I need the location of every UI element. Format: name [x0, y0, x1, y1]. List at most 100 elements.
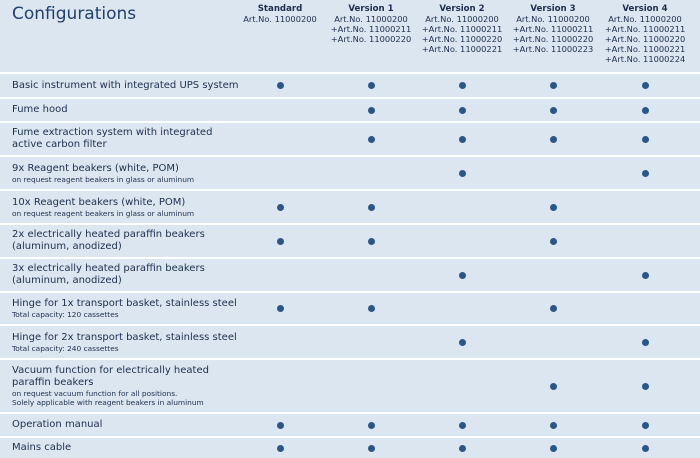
column-header: Version 4 Art.No. 11000200 +Art.No. 110002…: [600, 4, 690, 64]
table-row: Hinge for 1x transport basket, stainless…: [0, 291, 700, 324]
label-note: Total capacity: 240 cassettes: [12, 343, 119, 353]
art-number: Art.No. 11000200: [608, 14, 682, 24]
included-dot: [276, 444, 284, 452]
included-dot: [549, 444, 557, 452]
art-number: +Art.No. 11000224: [604, 54, 686, 64]
included-dot: [549, 305, 557, 312]
table-row: Fume hood: [0, 97, 700, 121]
row-label: 10x Reagent beakers (white, POM) on reque…: [12, 197, 252, 218]
table-row: Operation manual: [0, 412, 700, 436]
art-number: +Art.No. 11000221: [604, 44, 686, 54]
table-row: 3x electrically heated paraffin beakers(…: [0, 257, 700, 291]
included-dot: [458, 444, 466, 452]
included-dot: [641, 106, 649, 114]
label-line: paraffin beakers: [12, 377, 94, 388]
included-dot: [367, 237, 375, 245]
title: Configurations: [12, 4, 137, 24]
row-label: 3x electrically heated paraffin beakers(…: [12, 263, 252, 287]
art-number: +Art.No. 11000220: [330, 34, 412, 44]
label-line: (aluminum, anodized): [12, 241, 122, 252]
table-row: Fume extraction system with integrated ac…: [0, 121, 700, 155]
column-header: Version 3 Art.No. 11000200 +Art.No. 110002…: [508, 4, 598, 54]
included-dot: [458, 421, 466, 429]
included-dot: [641, 338, 649, 346]
included-dot: [367, 82, 375, 89]
label-line: Mains cable: [12, 442, 72, 453]
included-dot: [641, 444, 649, 452]
table-row: 2x electrically heated paraffin beakers(…: [0, 223, 700, 257]
table-row: 9x Reagent beakers (white, POM) on reques…: [0, 155, 700, 189]
included-dot: [276, 305, 284, 312]
row-label: Basic instrument with integrated UPS sys…: [12, 80, 252, 92]
label-line: Fume hood: [12, 104, 68, 115]
column-header: Standard Art.No. 11000200: [235, 4, 325, 24]
row-label: Hinge for 2x transport basket, stainless…: [12, 332, 252, 353]
included-dot: [458, 82, 466, 89]
included-dot: [641, 82, 649, 89]
included-dot: [458, 338, 466, 346]
table-row: Mains cable: [0, 436, 700, 458]
art-number: Art.No. 11000200: [334, 14, 408, 24]
art-number: +Art.No. 11000223: [512, 44, 594, 54]
label-line: Hinge for 1x transport basket, stainless…: [12, 298, 237, 309]
included-dot: [641, 169, 649, 177]
label-line: Operation manual: [12, 419, 103, 430]
included-dot: [641, 382, 649, 390]
label-note: Total capacity: 120 cassettes: [12, 310, 119, 319]
label-line: 10x Reagent beakers (white, POM): [12, 196, 186, 208]
art-number: +Art.No. 11000211: [512, 24, 594, 34]
included-dot: [549, 203, 557, 211]
included-dot: [367, 305, 375, 312]
label-line: Hinge for 2x transport basket, stainless…: [12, 331, 237, 343]
included-dot: [641, 421, 649, 429]
included-dot: [367, 444, 375, 452]
art-number: Art.No. 11000200: [516, 14, 590, 24]
art-number: +Art.No. 11000220: [604, 34, 686, 44]
row-label: 2x electrically heated paraffin beakers(…: [12, 229, 252, 253]
row-label: 9x Reagent beakers (white, POM) on reques…: [12, 163, 252, 184]
included-dot: [549, 82, 557, 89]
label-note: Solely applicable with reagent beakers i…: [12, 398, 204, 407]
included-dot: [641, 135, 649, 143]
column-name: Version 4: [622, 4, 668, 14]
art-number: +Art.No. 11000211: [604, 24, 686, 34]
label-line: Fume extraction system with integrated: [12, 127, 213, 138]
art-number: Art.No. 11000200: [425, 14, 499, 24]
included-dot: [458, 271, 466, 279]
table-row: Basic instrument with integrated UPS sys…: [0, 72, 700, 97]
table-row: 10x Reagent beakers (white, POM) on reque…: [0, 189, 700, 223]
label-line: 2x electrically heated paraffin beakers: [12, 229, 205, 240]
art-number: +Art.No. 11000211: [330, 24, 412, 34]
included-dot: [367, 135, 375, 143]
included-dot: [549, 421, 557, 429]
label-line: Basic instrument with integrated UPS sys…: [12, 79, 239, 91]
included-dot: [367, 203, 375, 211]
column-name: Standard: [257, 4, 303, 14]
art-number: +Art.No. 11000220: [512, 34, 594, 44]
included-dot: [549, 237, 557, 245]
included-dot: [458, 135, 466, 143]
included-dot: [549, 135, 557, 143]
table-row: Vacuum function for electrically heated p…: [0, 358, 700, 412]
row-label: Hinge for 1x transport basket, stainless…: [12, 298, 252, 319]
included-dot: [458, 169, 466, 177]
label-line: 9x Reagent beakers (white, POM): [12, 162, 179, 174]
art-number: +Art.No. 11000211: [421, 24, 503, 34]
art-number: +Art.No. 11000221: [421, 44, 503, 54]
art-number: Art.No. 11000200: [243, 14, 317, 24]
included-dot: [367, 421, 375, 429]
row-label: Fume extraction system with integrated ac…: [12, 127, 252, 151]
row-label: Mains cable: [12, 442, 252, 454]
label-line: 3x electrically heated paraffin beakers: [12, 263, 205, 274]
label-line: (aluminum, anodized): [12, 275, 122, 286]
row-label: Vacuum function for electrically heated p…: [12, 365, 252, 407]
column-header: Version 1 Art.No. 11000200 +Art.No. 110002…: [326, 4, 416, 44]
included-dot: [276, 421, 284, 429]
column-name: Version 2: [439, 4, 485, 14]
included-dot: [641, 271, 649, 279]
column-name: Version 1: [348, 4, 394, 14]
included-dot: [367, 106, 375, 114]
included-dot: [276, 82, 284, 89]
art-number: +Art.No. 11000220: [421, 34, 503, 44]
